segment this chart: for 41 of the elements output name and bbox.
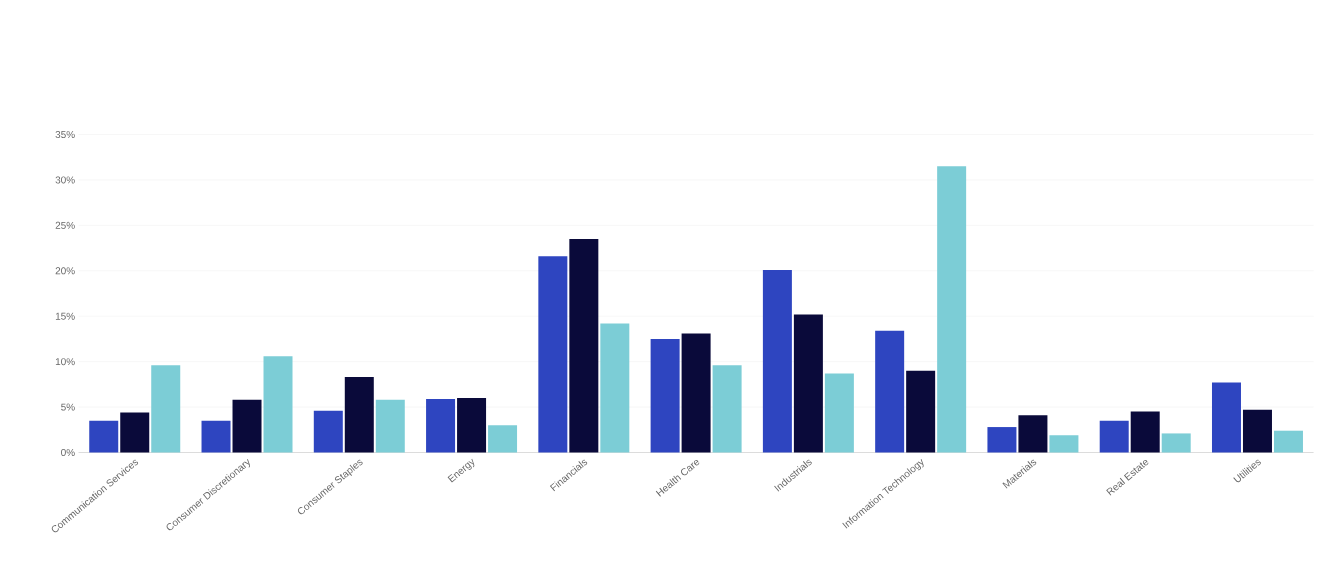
bar xyxy=(313,410,343,453)
y-tick-label: 5% xyxy=(61,403,75,411)
y-tick-label: 25% xyxy=(55,221,75,229)
bar xyxy=(151,365,181,453)
bar xyxy=(89,420,119,453)
bar xyxy=(232,399,262,453)
bar xyxy=(569,238,599,453)
bar xyxy=(1018,415,1048,453)
bar xyxy=(1211,382,1241,453)
bar xyxy=(488,425,518,453)
bar xyxy=(600,323,630,453)
y-tick-label: 35% xyxy=(55,130,75,139)
y-tick-label: 0% xyxy=(61,448,75,457)
bar xyxy=(937,166,967,453)
bar xyxy=(1099,420,1129,453)
bar xyxy=(1242,409,1272,453)
bar xyxy=(1049,435,1079,453)
y-tick-label: 30% xyxy=(55,176,75,184)
bar xyxy=(1273,430,1303,453)
bar xyxy=(987,427,1017,453)
bar xyxy=(650,338,680,453)
bar xyxy=(1130,411,1160,453)
bar xyxy=(824,373,854,453)
y-tick-label: 10% xyxy=(55,358,75,366)
y-tick-label: 15% xyxy=(55,312,75,320)
y-tick-label: 20% xyxy=(55,267,75,275)
bar xyxy=(793,314,823,453)
bar xyxy=(120,412,150,453)
bar xyxy=(681,333,711,453)
bar xyxy=(712,365,742,453)
bar xyxy=(344,377,374,453)
bar xyxy=(457,397,487,453)
bar xyxy=(906,370,936,453)
bar xyxy=(426,398,456,453)
bar xyxy=(375,399,405,453)
bar xyxy=(762,269,792,453)
bar xyxy=(538,256,568,453)
bar xyxy=(201,420,231,453)
bar xyxy=(1161,433,1191,453)
bar xyxy=(263,356,293,453)
bar xyxy=(875,330,905,453)
